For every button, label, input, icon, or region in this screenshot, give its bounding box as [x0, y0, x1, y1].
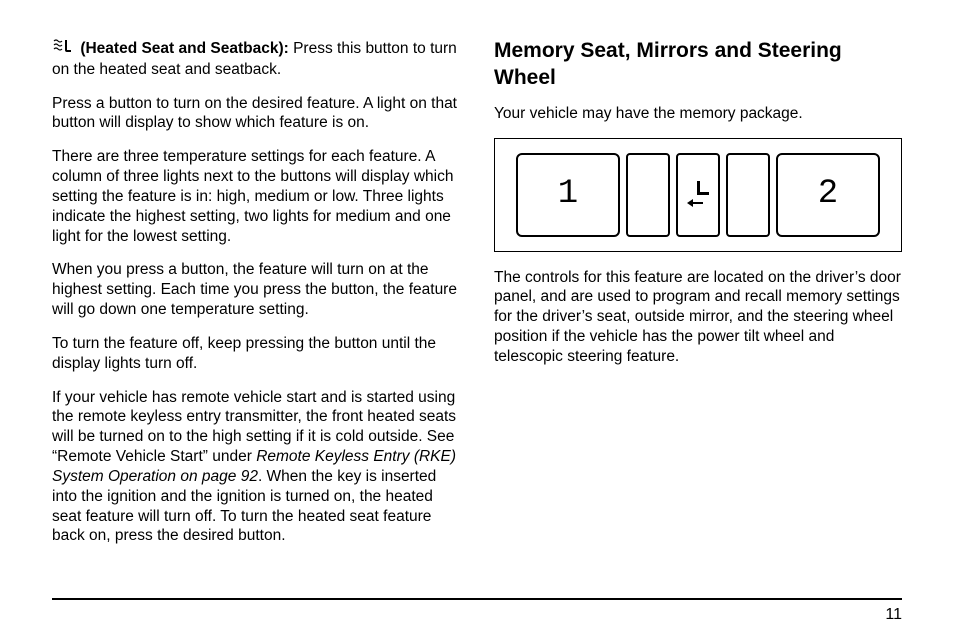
memory-button-1: 1 — [516, 153, 620, 237]
digit-1: 1 — [558, 173, 578, 217]
memory-description: The controls for this feature are locate… — [494, 268, 902, 367]
digit-2: 2 — [818, 173, 838, 217]
paragraph-remote-start: If your vehicle has remote vehicle start… — [52, 388, 460, 547]
paragraph-turn-off: To turn the feature off, keep pressing t… — [52, 334, 460, 374]
heated-seat-icon — [52, 38, 72, 60]
memory-button-exit — [676, 153, 720, 237]
heated-seat-paragraph: (Heated Seat and Seatback): Press this b… — [52, 38, 460, 80]
paragraph-temp-settings: There are three temperature settings for… — [52, 147, 460, 246]
page-number: 11 — [885, 606, 902, 624]
paragraph-press-button: When you press a button, the feature wil… — [52, 260, 460, 319]
memory-button-middle-right — [726, 153, 770, 237]
memory-intro: Your vehicle may have the memory package… — [494, 104, 902, 124]
memory-button-middle-left — [626, 153, 670, 237]
section-heading: Memory Seat, Mirrors and Steering Wheel — [494, 38, 902, 92]
paragraph-feature-light: Press a button to turn on the desired fe… — [52, 94, 460, 134]
page-content: (Heated Seat and Seatback): Press this b… — [0, 0, 954, 580]
left-column: (Heated Seat and Seatback): Press this b… — [52, 38, 460, 560]
memory-button-2: 2 — [776, 153, 880, 237]
footer-rule — [52, 598, 902, 600]
heated-seat-label: (Heated Seat and Seatback): — [80, 40, 288, 57]
exit-seat-icon — [683, 175, 713, 215]
right-column: Memory Seat, Mirrors and Steering Wheel … — [494, 38, 902, 560]
memory-buttons-figure: 1 2 — [494, 138, 902, 252]
